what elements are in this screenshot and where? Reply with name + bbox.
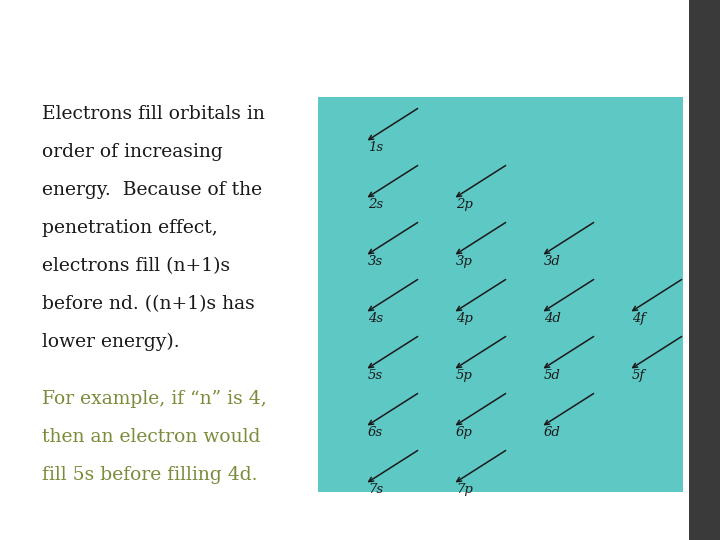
Text: lower energy).: lower energy). [42, 333, 179, 351]
Text: 6p: 6p [456, 426, 473, 439]
Text: 4d: 4d [544, 312, 561, 325]
Text: penetration effect,: penetration effect, [42, 219, 217, 237]
Text: 3p: 3p [456, 255, 473, 268]
Text: electrons fill (n+1)s: electrons fill (n+1)s [42, 257, 230, 275]
Text: 4f: 4f [632, 312, 645, 325]
Text: 6d: 6d [544, 426, 561, 439]
Text: before nd. ((n+1)s has: before nd. ((n+1)s has [42, 295, 255, 313]
Text: then an electron would: then an electron would [42, 428, 261, 446]
Bar [318, 97, 683, 492]
Text: 6s: 6s [368, 426, 383, 439]
Text: For example, if “n” is 4,: For example, if “n” is 4, [42, 390, 266, 408]
Text: 7p: 7p [456, 483, 473, 496]
Text: 4p: 4p [456, 312, 473, 325]
Text: energy.  Because of the: energy. Because of the [42, 181, 262, 199]
Text: 5f: 5f [632, 369, 645, 382]
Bar [689, 0, 720, 540]
Text: 4s: 4s [368, 312, 383, 325]
Text: 2p: 2p [456, 198, 473, 211]
Text: 2s: 2s [368, 198, 383, 211]
Text: 7s: 7s [368, 483, 383, 496]
Text: 3d: 3d [544, 255, 561, 268]
Text: 5d: 5d [544, 369, 561, 382]
Text: 5s: 5s [368, 369, 383, 382]
Text: 3s: 3s [368, 255, 383, 268]
Text: fill 5s before filling 4d.: fill 5s before filling 4d. [42, 466, 258, 484]
Text: 1s: 1s [368, 141, 383, 154]
Text: order of increasing: order of increasing [42, 143, 222, 161]
Text: Electrons fill orbitals in: Electrons fill orbitals in [42, 105, 265, 123]
Text: 5p: 5p [456, 369, 473, 382]
